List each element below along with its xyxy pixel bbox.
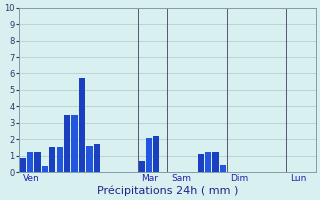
Bar xyxy=(27,152,33,172)
Bar xyxy=(94,144,100,172)
Bar xyxy=(220,165,226,172)
Bar xyxy=(153,136,159,172)
Bar xyxy=(86,146,92,172)
Bar xyxy=(64,115,70,172)
Bar xyxy=(49,147,55,172)
Bar xyxy=(146,138,152,172)
Bar xyxy=(138,161,145,172)
Bar xyxy=(42,166,48,172)
Bar xyxy=(57,147,63,172)
Bar xyxy=(197,154,204,172)
Bar xyxy=(20,158,26,172)
Bar xyxy=(212,152,219,172)
X-axis label: Précipitations 24h ( mm ): Précipitations 24h ( mm ) xyxy=(97,185,238,196)
Bar xyxy=(71,115,78,172)
Bar xyxy=(34,152,41,172)
Bar xyxy=(79,78,85,172)
Bar xyxy=(205,152,211,172)
